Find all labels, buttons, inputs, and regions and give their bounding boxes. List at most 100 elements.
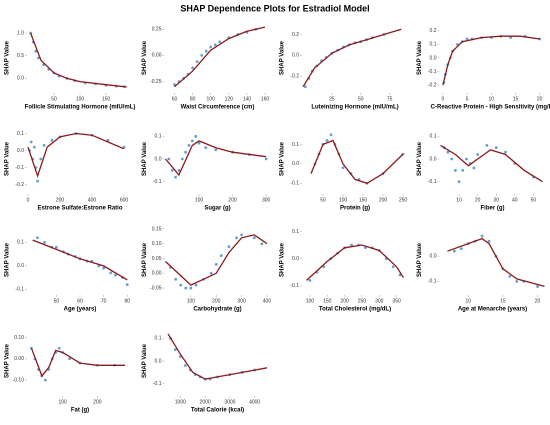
x-tick-label: 60: [77, 298, 83, 304]
fit-line: [440, 144, 543, 183]
x-tick-label: 40: [512, 197, 518, 203]
point: [213, 43, 217, 47]
x-tick-label: 5: [466, 96, 469, 102]
x-tick-label: 50: [531, 197, 537, 203]
point: [184, 286, 188, 290]
fit-line: [30, 348, 126, 378]
point: [29, 140, 33, 144]
y-tick-label: 0.1: [155, 336, 162, 342]
x-tick-label: 30: [493, 197, 499, 203]
point: [536, 285, 539, 288]
point: [476, 153, 480, 156]
point: [189, 286, 193, 290]
point: [200, 53, 204, 57]
x-tick-label: 300: [262, 197, 271, 203]
point: [187, 144, 191, 147]
y-tick-label: -0.1: [428, 279, 437, 285]
y-axis-label: SHAP Value: [5, 242, 11, 277]
panel: 25 50 75 -0.2 0.0 0.2 Luteinizing Hormone (mIU…: [280, 28, 402, 111]
point: [391, 265, 395, 269]
y-tick-label: 0.1: [17, 131, 24, 137]
x-axis-label: Follicle Stimulating Hormone (mIU/mL): [25, 105, 136, 111]
point: [194, 134, 198, 138]
point: [494, 146, 498, 150]
point: [515, 280, 519, 283]
x-tick-label: 80: [190, 96, 196, 102]
x-tick-label: 0: [442, 96, 445, 102]
y-tick-label: -0.1: [15, 165, 24, 171]
panel: 10 15 20 -0.1 0.0 Age at Menarche (years) SHAP…: [417, 234, 545, 313]
point: [509, 36, 513, 39]
x-axis-label: Protein (g): [340, 206, 370, 212]
y-tick-label: 0.0: [292, 256, 299, 262]
point: [177, 168, 181, 172]
x-axis-label: Total Cholesterol (mg/dL): [319, 307, 391, 313]
fit-line: [174, 26, 266, 88]
y-tick-label: -0.1: [153, 179, 162, 185]
point: [472, 166, 476, 170]
point: [329, 133, 333, 137]
point: [235, 236, 238, 240]
point: [446, 150, 450, 154]
y-tick-label: 0.0: [292, 161, 299, 167]
point: [43, 241, 46, 244]
y-tick-label: 0.25: [152, 27, 162, 33]
point: [190, 139, 194, 143]
fit-line: [165, 234, 268, 286]
point: [453, 168, 457, 172]
x-tick-label: 10: [456, 197, 462, 203]
point: [36, 236, 39, 240]
y-tick-label: 0.0: [430, 254, 437, 260]
x-axis-label: Fat (g): [71, 408, 89, 414]
y-tick-label: 0.5: [17, 53, 24, 59]
point: [465, 157, 468, 161]
y-tick-label: 0.1: [430, 42, 437, 48]
panel: 100 200 300 -0.1 0.0 0.1 Sugar (g) SHAP Value: [142, 134, 270, 212]
point: [54, 245, 58, 249]
point: [179, 283, 183, 287]
point: [465, 37, 469, 41]
x-tick-label: 150: [102, 96, 111, 102]
y-tick-label: 0.15: [152, 226, 162, 232]
panel: 0 5 10 15 20 -0.2 -0.1 0.0 0.1 0.2 C-Reactive Prot…: [417, 28, 550, 110]
y-tick-label: -0.1: [153, 381, 162, 387]
fit-line: [447, 237, 545, 288]
point: [184, 150, 188, 154]
panel: 100 200 300 400 -0.05 0.00 0.05 0.10 0.15 Carbohy…: [142, 226, 271, 312]
x-tick-label: 50: [320, 197, 326, 203]
point: [218, 40, 222, 44]
x-axis-label: Fiber (g): [481, 206, 505, 212]
y-axis-label: SHAP Value: [5, 40, 11, 75]
y-tick-label: 0.00: [152, 53, 162, 59]
y-tick-label: -0.1: [428, 69, 437, 75]
x-tick-label: 200: [93, 399, 102, 405]
x-tick-label: 350: [392, 298, 401, 304]
x-tick-label: 140: [243, 96, 252, 102]
y-tick-label: 0.0: [155, 156, 162, 162]
y-tick-label: 0.10: [14, 335, 24, 341]
point: [167, 157, 171, 161]
y-tick-label: 0.2: [292, 32, 299, 38]
point: [508, 274, 512, 278]
x-tick-label: 70: [101, 298, 107, 304]
point: [204, 49, 208, 53]
x-axis-label: Estrone Sulfate:Estrone Ratio: [37, 206, 122, 212]
point: [57, 346, 61, 350]
y-tick-label: 0.0: [17, 263, 24, 269]
point: [480, 234, 484, 238]
y-axis-label: SHAP Value: [417, 242, 423, 277]
x-tick-label: 80: [124, 298, 130, 304]
point: [264, 157, 268, 161]
y-tick-label: -0.05: [150, 285, 162, 291]
y-axis-label: SHAP Value: [417, 141, 423, 176]
x-tick-label: 250: [399, 197, 408, 203]
x-axis-label: C-Reactive Protein - High Sensitivity (m…: [431, 105, 550, 111]
y-axis-label: SHAP Value: [5, 141, 11, 176]
panel: 100 150 200 250 300 350 -0.1 0.0 0.1 Total Choles…: [280, 229, 405, 313]
point: [308, 279, 312, 282]
y-tick-label: -0.2: [428, 83, 437, 89]
panel: 10 20 30 40 50 -0.1 0.0 0.1 Fiber (g) SHAP Value: [417, 134, 543, 212]
y-tick-label: 0.1: [155, 134, 162, 140]
y-tick-label: -0.25: [150, 79, 162, 85]
fit-line: [167, 333, 268, 380]
